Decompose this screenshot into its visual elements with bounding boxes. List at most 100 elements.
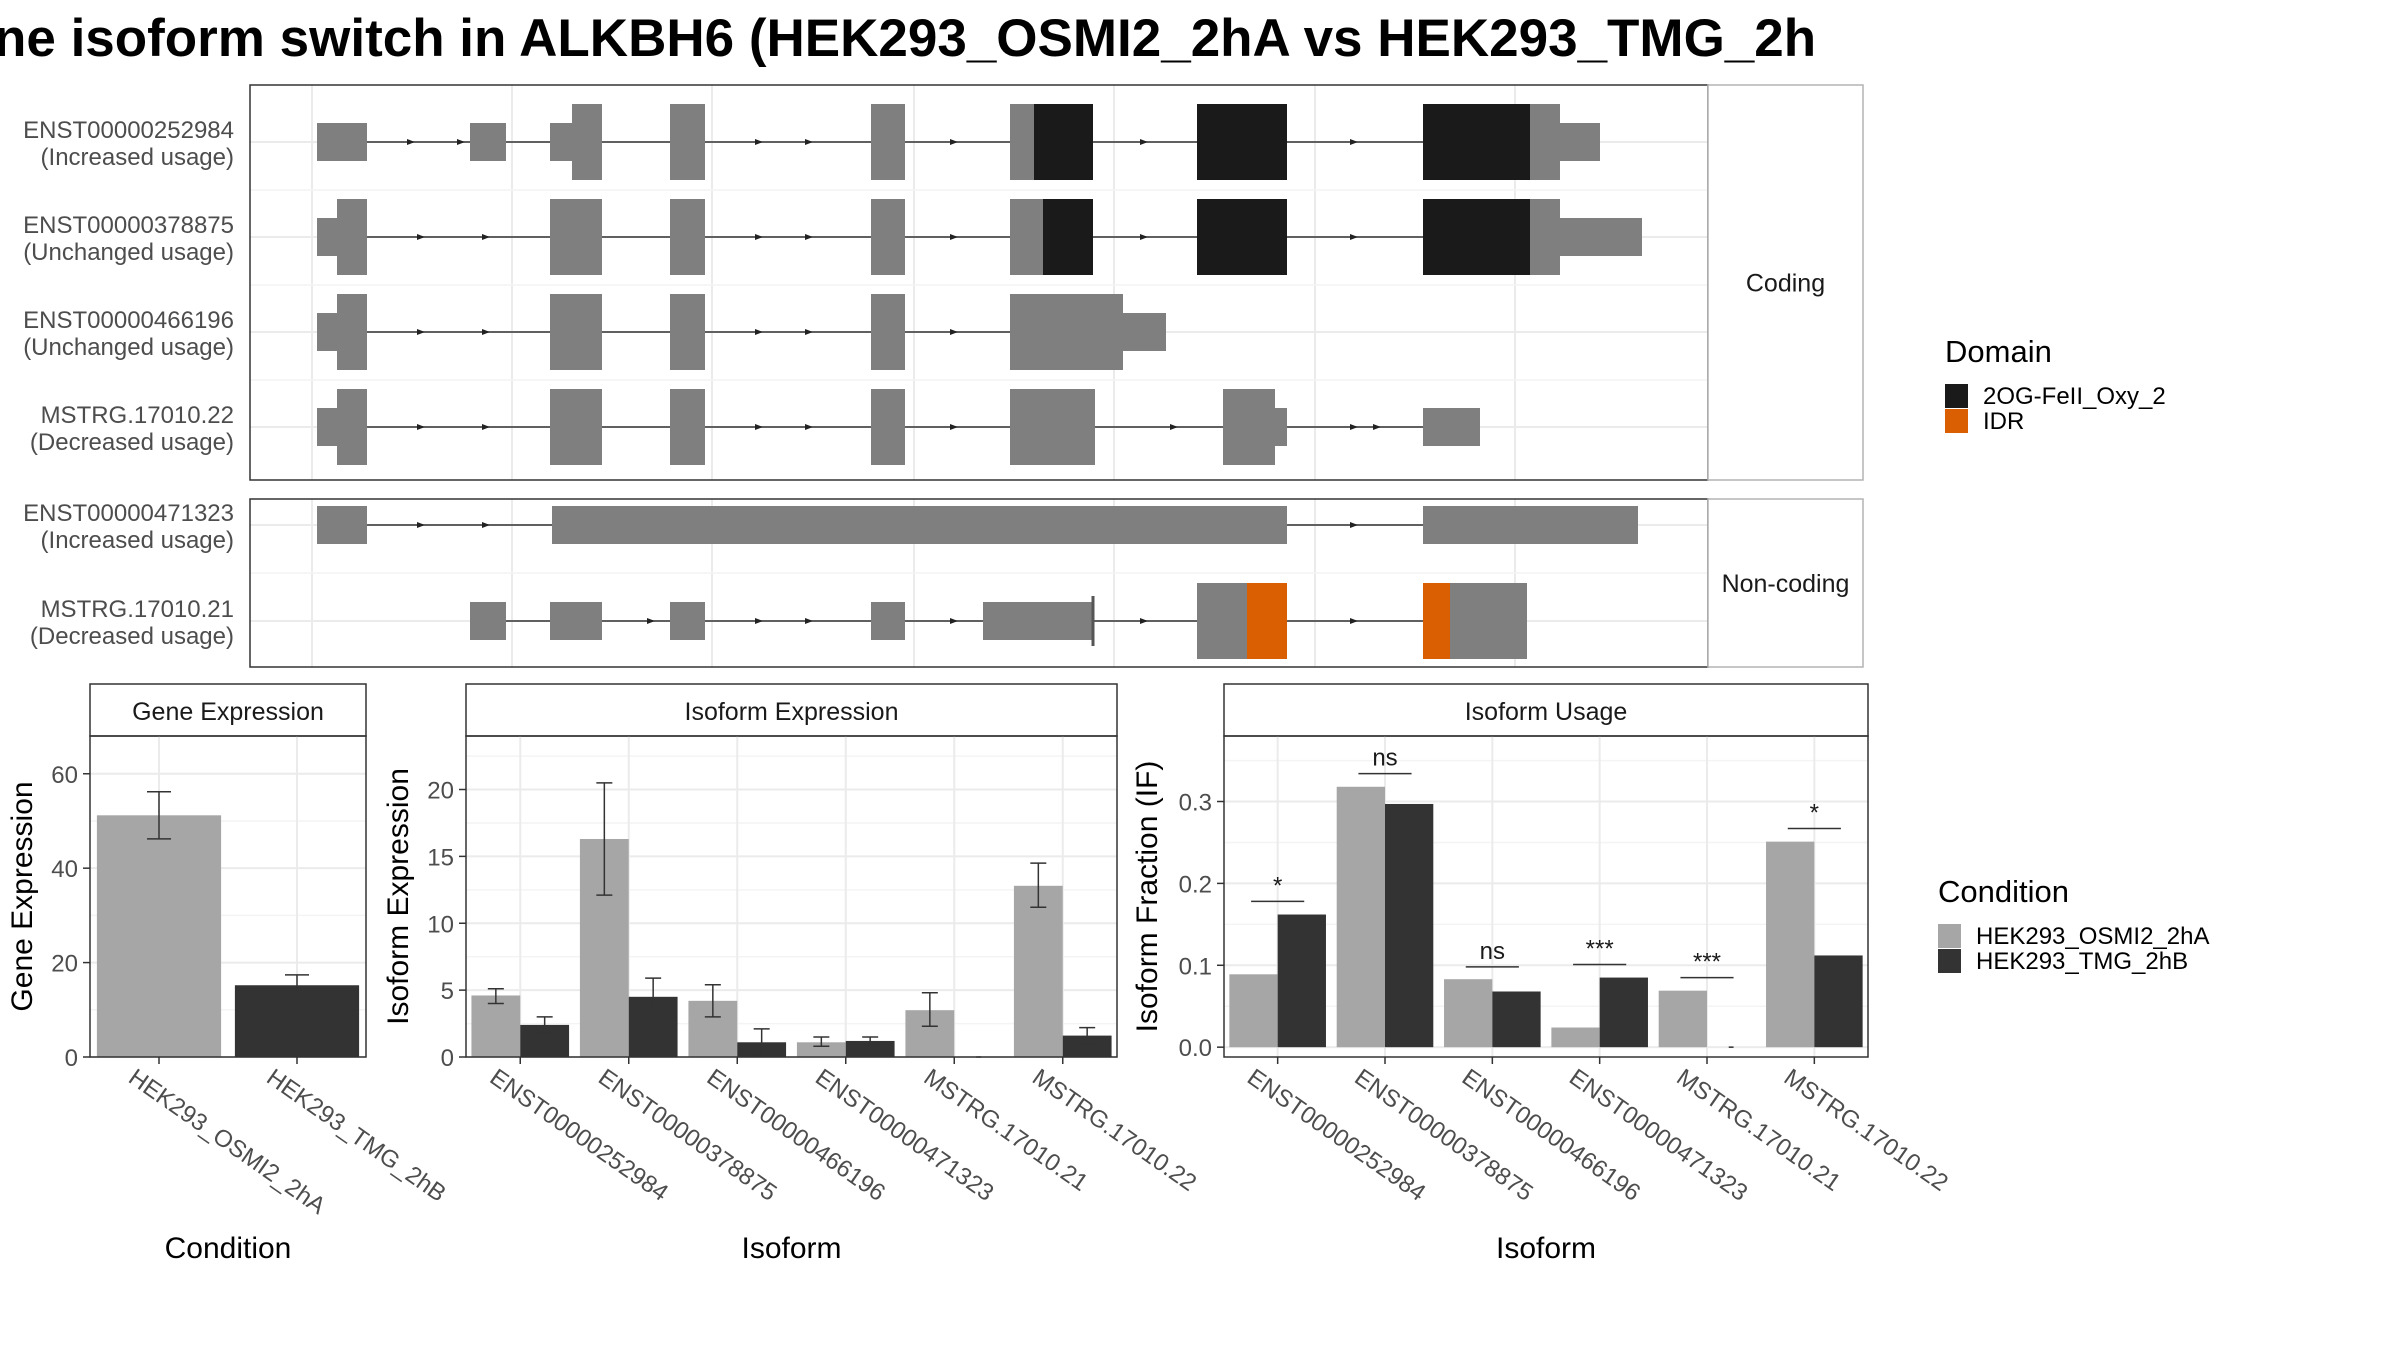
x-tick-label: ENST00000466196: [702, 1064, 890, 1207]
strand-arrow: [1373, 424, 1381, 430]
bar: [1658, 990, 1707, 1048]
y-tick-label: 15: [427, 844, 454, 871]
exon: [871, 294, 905, 370]
exon: [317, 123, 367, 161]
strand-arrow: [805, 234, 813, 240]
y-tick-label: 10: [427, 911, 454, 938]
strand-arrow: [805, 424, 813, 430]
chart-title: ne isoform switch in ALKBH6 (HEK293_OSMI…: [0, 9, 1816, 68]
bar: [1814, 955, 1863, 1048]
exon: [317, 313, 337, 351]
y-tick-label: 0.2: [1179, 871, 1212, 898]
facet-strip-label: Isoform Expression: [685, 698, 899, 726]
x-tick-label: ENST00000471323: [1564, 1064, 1752, 1207]
exon: [670, 602, 705, 640]
legend-swatch: [1945, 384, 1968, 408]
transcript-usage: (Decreased usage): [30, 429, 234, 456]
legend-label: IDR: [1983, 408, 2024, 435]
x-tick-label: ENST00000378875: [1350, 1064, 1538, 1207]
transcript-usage: (Decreased usage): [30, 623, 234, 650]
strand-arrow: [1350, 234, 1358, 240]
x-axis-title: Condition: [165, 1232, 292, 1265]
facet-strip: [1707, 84, 1864, 481]
exon: [871, 389, 905, 465]
y-axis-title: Gene Expression: [6, 781, 39, 1011]
y-tick-label: 40: [51, 856, 78, 883]
exon: [1450, 583, 1527, 659]
facet-strip: [89, 683, 367, 737]
transcript-usage: (Increased usage): [41, 527, 234, 554]
strand-arrow: [805, 139, 813, 145]
exon: [1423, 199, 1530, 275]
exon: [337, 199, 367, 275]
exon: [1010, 389, 1095, 465]
exon: [470, 123, 506, 161]
legend-swatch: [1938, 924, 1961, 948]
strand-arrow: [755, 424, 763, 430]
bar: [1444, 979, 1493, 1048]
strand-arrow: [805, 329, 813, 335]
exon: [871, 104, 905, 180]
exon: [1010, 199, 1043, 275]
strand-arrow: [482, 522, 490, 528]
strand-arrow: [417, 522, 425, 528]
bar: [1492, 991, 1541, 1048]
strand-arrow: [755, 234, 763, 240]
legend-label: 2OG-FeII_Oxy_2: [1983, 383, 2166, 410]
bar: [1551, 1027, 1600, 1048]
panel-border: [89, 735, 367, 1058]
strand-arrow: [1350, 424, 1358, 430]
transcript-id: ENST00000471323: [23, 500, 234, 527]
y-tick-label: 0: [441, 1045, 454, 1072]
exon: [1423, 408, 1480, 446]
isoform-usage-panel: Isoform Usage 0.0 0.1 0.2 0.3 * ENST0000025298…: [1131, 683, 1953, 1265]
exon: [550, 389, 602, 465]
legend-title: Condition: [1938, 874, 2069, 909]
exon: [1197, 104, 1287, 180]
strand-arrow: [755, 139, 763, 145]
strand-arrow: [407, 139, 415, 145]
bar: [1229, 974, 1278, 1048]
exon: [983, 602, 1093, 640]
exon: [572, 104, 602, 180]
strand-arrow: [457, 139, 465, 145]
strand-arrow: [805, 618, 813, 624]
strand-arrow: [950, 618, 958, 624]
facet-strip-label: Coding: [1746, 270, 1825, 298]
exon: [1223, 389, 1275, 465]
transcript-usage: (Increased usage): [41, 144, 234, 171]
exon: [871, 199, 905, 275]
y-tick-label: 20: [51, 951, 78, 978]
x-tick-label: ENST00000466196: [1457, 1064, 1645, 1207]
panel-border: [1223, 735, 1869, 1058]
facet-strip-label: Non-coding: [1722, 570, 1850, 598]
facet-strip: [1707, 498, 1864, 668]
bar: [234, 985, 360, 1057]
significance-label: ns: [1480, 938, 1505, 965]
facet-strip-label: Gene Expression: [132, 698, 324, 726]
y-tick-label: 0.3: [1179, 790, 1212, 817]
exon: [470, 602, 506, 640]
bar: [1062, 1035, 1112, 1057]
legend-swatch: [1945, 409, 1968, 433]
transcript-id: ENST00000378875: [23, 212, 234, 239]
strand-arrow: [417, 424, 425, 430]
exon: [1123, 313, 1166, 351]
bar: [1766, 841, 1815, 1048]
x-axis-title: Isoform: [1496, 1232, 1596, 1265]
transcript-usage: (Unchanged usage): [23, 334, 234, 361]
legend-swatch: [1938, 949, 1961, 973]
exon: [1275, 408, 1287, 446]
strand-arrow: [482, 234, 490, 240]
exon: [550, 602, 602, 640]
exon: [1530, 104, 1560, 180]
significance-label: ***: [1586, 935, 1614, 962]
exon: [552, 506, 1287, 544]
transcript-id: MSTRG.17010.21: [41, 596, 234, 623]
exon: [1560, 218, 1642, 256]
strand-arrow: [755, 618, 763, 624]
strand-arrow: [1140, 139, 1148, 145]
bar: [471, 995, 521, 1057]
